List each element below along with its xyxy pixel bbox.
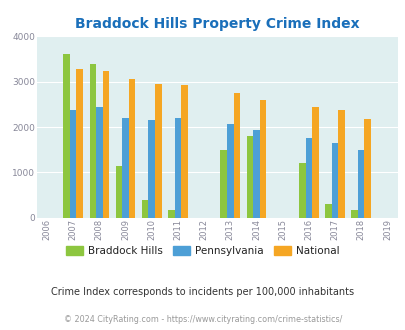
Text: © 2024 CityRating.com - https://www.cityrating.com/crime-statistics/: © 2024 CityRating.com - https://www.city… [64,315,341,324]
Bar [70,110,76,218]
Bar [174,118,181,218]
Bar [233,93,239,218]
Bar [351,210,357,218]
Bar [364,119,370,218]
Bar [253,130,259,218]
Bar [357,150,364,218]
Bar [181,85,187,218]
Bar [298,163,305,218]
Bar [148,120,155,218]
Legend: Braddock Hills, Pennsylvania, National: Braddock Hills, Pennsylvania, National [62,242,343,260]
Bar [155,84,161,218]
Bar [331,143,337,218]
Bar [311,107,318,218]
Title: Braddock Hills Property Crime Index: Braddock Hills Property Crime Index [75,17,359,31]
Bar [76,69,83,218]
Bar [63,54,70,218]
Text: Crime Index corresponds to incidents per 100,000 inhabitants: Crime Index corresponds to incidents per… [51,287,354,297]
Bar [96,107,102,218]
Bar [168,210,174,218]
Bar [337,110,344,218]
Bar [122,118,128,218]
Bar [128,80,135,218]
Bar [102,72,109,218]
Bar [220,150,226,218]
Bar [115,166,122,218]
Bar [90,63,96,218]
Bar [305,138,311,218]
Bar [324,204,331,218]
Bar [142,200,148,218]
Bar [246,136,253,218]
Bar [226,124,233,218]
Bar [259,100,266,218]
